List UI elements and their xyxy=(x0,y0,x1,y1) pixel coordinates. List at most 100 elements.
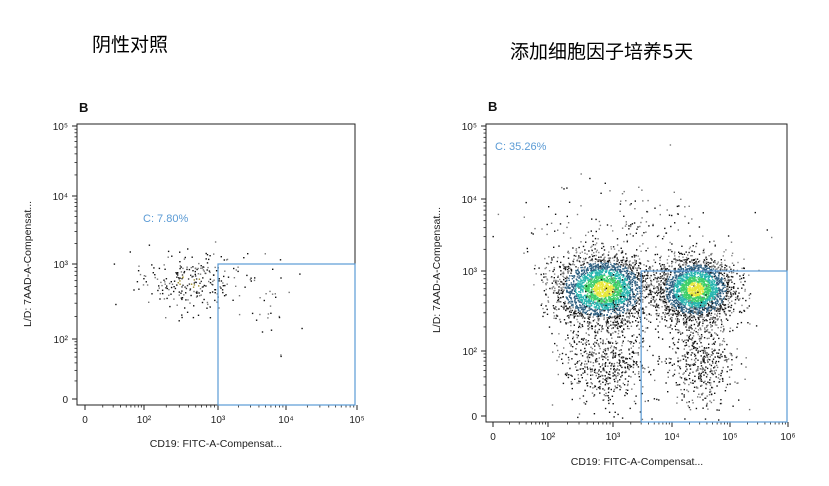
event-dot xyxy=(599,274,601,276)
event-dot xyxy=(563,256,565,258)
event-dot xyxy=(564,266,566,268)
event-dot xyxy=(675,309,678,311)
event-dot xyxy=(608,298,610,300)
event-dot xyxy=(209,306,211,308)
event-dot xyxy=(677,310,679,312)
event-dot xyxy=(143,278,145,280)
event-dot xyxy=(624,262,626,264)
event-dot xyxy=(635,262,637,264)
event-dot xyxy=(626,241,628,243)
event-dot xyxy=(599,271,601,273)
event-dot xyxy=(694,285,696,287)
event-dot xyxy=(597,276,599,278)
event-dot xyxy=(658,313,660,315)
event-dot xyxy=(586,313,588,315)
event-dot xyxy=(610,282,612,285)
event-dot xyxy=(629,298,632,301)
event-dot xyxy=(175,272,177,274)
event-dot xyxy=(589,256,591,258)
event-dot xyxy=(668,278,670,280)
event-dot xyxy=(661,299,663,301)
event-dot xyxy=(642,289,644,292)
event-dot xyxy=(695,279,698,281)
event-dot xyxy=(619,265,622,268)
event-dot xyxy=(709,284,711,287)
event-dot xyxy=(710,301,713,304)
event-dot xyxy=(602,303,604,305)
event-dot xyxy=(678,256,680,258)
event-dot xyxy=(133,289,135,291)
event-dot xyxy=(608,286,611,288)
event-dot xyxy=(603,294,606,296)
event-dot xyxy=(558,283,561,285)
event-dot xyxy=(638,272,640,275)
event-dot xyxy=(698,293,700,295)
event-dot xyxy=(622,287,624,289)
event-dot xyxy=(606,294,609,296)
event-dot xyxy=(589,264,592,266)
event-dot xyxy=(600,265,602,267)
event-dot xyxy=(623,281,625,284)
event-dot xyxy=(671,243,673,245)
event-dot xyxy=(636,269,638,272)
event-dot xyxy=(599,270,601,272)
event-dot xyxy=(558,297,561,299)
event-dot xyxy=(270,312,272,314)
event-dot xyxy=(681,282,683,284)
event-dot xyxy=(674,282,677,285)
event-dot xyxy=(671,299,673,301)
event-dots xyxy=(113,241,303,358)
event-dot xyxy=(577,299,580,302)
event-dot xyxy=(666,281,668,283)
event-dot xyxy=(622,305,625,307)
event-dot xyxy=(689,281,691,283)
event-dot xyxy=(569,263,571,265)
event-dot xyxy=(558,333,560,335)
event-dot xyxy=(610,287,612,289)
event-dot xyxy=(733,283,736,285)
event-dot xyxy=(596,249,598,251)
event-dot xyxy=(646,277,649,279)
event-dot xyxy=(730,292,732,294)
event-dot xyxy=(617,297,619,299)
event-dot xyxy=(726,275,728,277)
panel-letter: B xyxy=(488,99,497,114)
event-dot xyxy=(701,281,703,283)
event-dot xyxy=(584,299,586,302)
event-dot xyxy=(614,269,617,271)
event-dot xyxy=(568,307,571,309)
event-dot xyxy=(591,266,593,268)
event-dot xyxy=(685,310,687,313)
event-dot xyxy=(178,278,180,280)
event-dot xyxy=(212,274,215,276)
event-dot xyxy=(660,267,663,270)
event-dot xyxy=(611,272,613,274)
event-dot xyxy=(610,274,612,276)
event-dot xyxy=(662,267,665,270)
event-dot xyxy=(198,262,200,265)
event-dot xyxy=(668,305,670,308)
event-dot xyxy=(611,287,613,289)
event-dot xyxy=(603,268,606,270)
event-dot xyxy=(660,286,662,288)
event-dot xyxy=(559,301,561,303)
event-dot xyxy=(660,296,662,299)
event-dot xyxy=(564,267,567,269)
event-dot xyxy=(680,303,682,306)
event-dot xyxy=(574,289,577,291)
event-dot xyxy=(191,276,193,278)
event-dot xyxy=(211,291,214,293)
event-dot xyxy=(609,296,611,299)
event-dot xyxy=(692,268,694,271)
event-dot xyxy=(610,248,613,250)
event-dot xyxy=(730,288,733,291)
event-dot xyxy=(580,295,583,297)
event-dot xyxy=(641,325,644,327)
event-dot xyxy=(595,242,598,244)
event-dot xyxy=(168,282,171,285)
event-dot xyxy=(157,289,159,292)
gate-rectangle[interactable] xyxy=(217,263,356,406)
event-dot xyxy=(716,278,718,281)
event-dot xyxy=(712,306,714,308)
event-dot xyxy=(586,272,588,274)
